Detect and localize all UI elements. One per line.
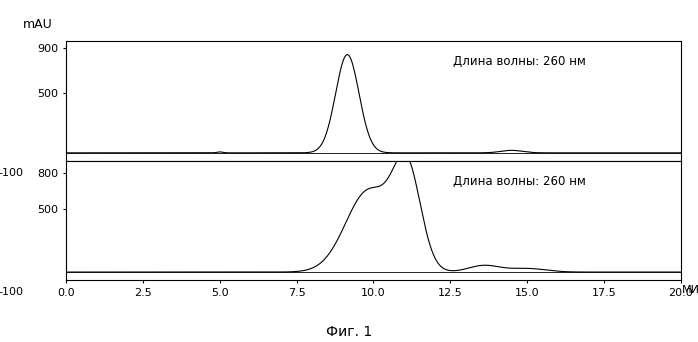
Text: МИН: МИН	[682, 285, 698, 295]
Text: Фиг. 1: Фиг. 1	[326, 325, 372, 339]
Text: mAU: mAU	[23, 18, 53, 31]
Text: Длина волны: 260 нм: Длина волны: 260 нм	[453, 175, 586, 188]
Text: Длина волны: 260 нм: Длина волны: 260 нм	[453, 55, 586, 68]
Text: -100: -100	[0, 287, 23, 298]
Text: -100: -100	[0, 168, 23, 178]
